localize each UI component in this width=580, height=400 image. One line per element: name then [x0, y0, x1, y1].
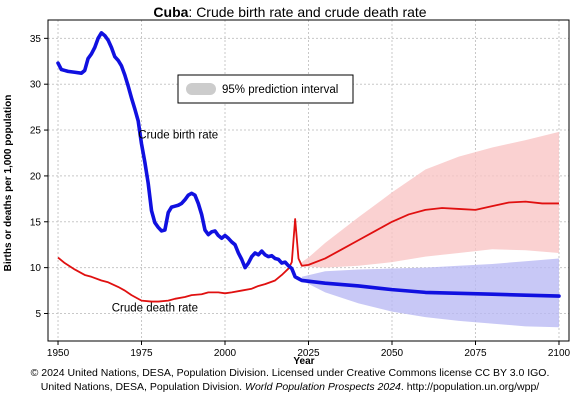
footer-citation-title: World Population Prospects 2024	[245, 381, 401, 393]
death-rate-interval-band	[301, 131, 559, 268]
x-axis-label: Year	[293, 356, 314, 367]
y-axis-label: Births or deaths per 1,000 population	[3, 95, 14, 272]
footer-citation: United Nations, DESA, Population Divisio…	[0, 381, 580, 393]
death-rate-line	[57, 200, 559, 303]
y-tick-label-15: 15	[30, 217, 42, 228]
legend-label: 95% prediction interval	[222, 84, 338, 96]
x-tick-label-2025: 2025	[297, 348, 320, 359]
birth-rate-line	[56, 31, 561, 298]
title-country: Cuba	[153, 4, 189, 20]
chart-title: Cuba: Crude birth rate and crude death r…	[0, 4, 580, 20]
x-tick-label-2000: 2000	[214, 348, 237, 359]
legend: 95% prediction interval	[177, 74, 354, 104]
y-tick-label-5: 5	[35, 309, 41, 320]
footer-citation-post: . http://population.un.org/wpp/	[400, 381, 540, 393]
y-tick-label-20: 20	[30, 171, 42, 182]
y-tick-label-10: 10	[30, 263, 42, 274]
annotation-birth-rate: Crude birth rate	[138, 129, 218, 141]
legend-swatch	[186, 83, 216, 95]
footer-citation-pre: United Nations, DESA, Population Divisio…	[40, 381, 246, 393]
y-axis: 5 10 15 20 25 30 35	[30, 34, 48, 320]
x-tick-label-1975: 1975	[130, 348, 153, 359]
footer-copyright: © 2024 United Nations, DESA, Population …	[30, 367, 550, 379]
prediction-bands	[301, 131, 559, 328]
x-tick-label-2050: 2050	[381, 348, 404, 359]
series-lines	[56, 31, 561, 303]
x-tick-label-1950: 1950	[47, 348, 70, 359]
annotation-death-rate: Crude death rate	[112, 303, 198, 315]
title-rest: : Crude birth rate and crude death rate	[188, 4, 427, 20]
x-tick-label-2100: 2100	[548, 348, 571, 359]
x-axis: 1950 1975 2000 2025 2050 2075 2100	[47, 341, 571, 359]
y-tick-label-30: 30	[30, 80, 42, 91]
y-tick-label-25: 25	[30, 126, 42, 137]
y-tick-label-35: 35	[30, 34, 42, 45]
x-tick-label-2075: 2075	[464, 348, 487, 359]
